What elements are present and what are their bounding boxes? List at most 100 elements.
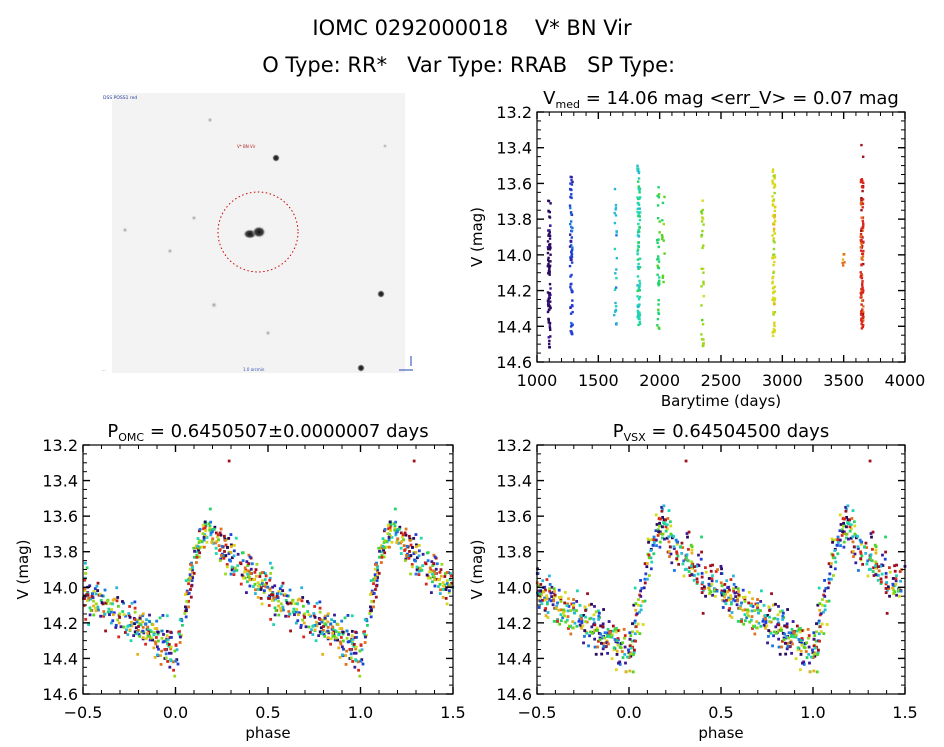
data-point [296,602,299,606]
data-point [767,629,771,632]
data-point [270,593,273,597]
data-point [753,632,757,636]
data-point [662,239,665,242]
data-point [662,280,665,284]
data-point [296,619,300,623]
data-point [218,549,222,552]
object-type-subtitle: O Type: RR* Var Type: RRAB SP Type: [262,53,682,77]
data-point [166,642,169,645]
data-point [888,594,891,598]
data-point [151,638,154,642]
data-point [265,581,268,585]
data-point [417,573,421,577]
data-point [146,631,150,635]
data-point [448,583,451,587]
data-point [567,627,570,630]
data-point [91,592,95,596]
title-subscript: VSX [624,431,647,444]
data-point [818,608,822,612]
data-point [548,295,551,298]
data-point [732,587,735,591]
data-point [593,605,596,608]
data-point [570,249,573,253]
data-point [868,558,871,561]
data-point [816,651,820,655]
data-point [209,531,213,535]
data-point [624,661,627,665]
data-point [859,239,863,242]
data-point [772,311,775,314]
data-point [564,620,568,624]
data-point [740,619,743,623]
data-point [637,262,640,266]
data-point [218,531,222,535]
data-point [629,654,633,658]
data-point [676,554,680,558]
data-point [202,535,206,539]
data-point [548,246,552,249]
data-point [884,535,887,539]
title-rest: = 0.64504500 days [646,421,830,442]
y-tick-label: 14.2 [42,614,78,633]
data-point [861,155,865,158]
data-point [847,537,850,541]
data-point [715,589,719,593]
data-point [870,559,874,563]
data-point [326,614,330,617]
outlier-point [684,459,688,463]
data-point [214,552,218,555]
data-point [111,613,115,617]
data-point [891,586,894,590]
data-point [802,645,806,649]
data-point [883,557,887,561]
data-point [860,196,863,200]
data-point [431,564,435,567]
data-point [128,623,132,627]
data-point [349,652,353,656]
data-point [772,255,776,259]
data-point [278,606,282,610]
data-point [601,622,605,626]
data-point [383,551,387,555]
data-point [369,609,373,612]
data-point [210,541,214,544]
data-point [720,591,723,595]
data-point [266,585,270,589]
data-point [719,581,723,585]
data-point [269,617,273,621]
data-point [376,568,379,572]
data-point [245,560,249,564]
data-point [236,564,240,568]
data-point [596,628,599,632]
data-point [836,541,840,544]
data-point [196,537,200,540]
data-point [657,195,661,199]
data-point [646,537,650,541]
outlier-point [227,459,231,463]
data-point [569,257,573,260]
data-point [547,233,551,236]
data-point [638,285,641,289]
data-point [584,609,587,612]
data-point [410,565,414,569]
data-point [687,547,690,551]
data-point [141,620,145,624]
data-point [111,619,115,623]
data-point [860,263,863,267]
data-point [759,600,763,603]
data-point [859,245,862,249]
data-point [614,208,617,211]
data-point [566,609,570,613]
data-point [569,306,572,310]
data-point [819,612,823,616]
data-point [568,264,572,268]
data-point [620,650,624,653]
data-point [288,588,292,592]
data-point [148,634,151,638]
data-point [115,586,119,590]
data-point [284,614,288,618]
data-point [223,537,227,541]
data-point [637,316,640,319]
data-point [364,635,367,639]
data-point [636,210,639,214]
